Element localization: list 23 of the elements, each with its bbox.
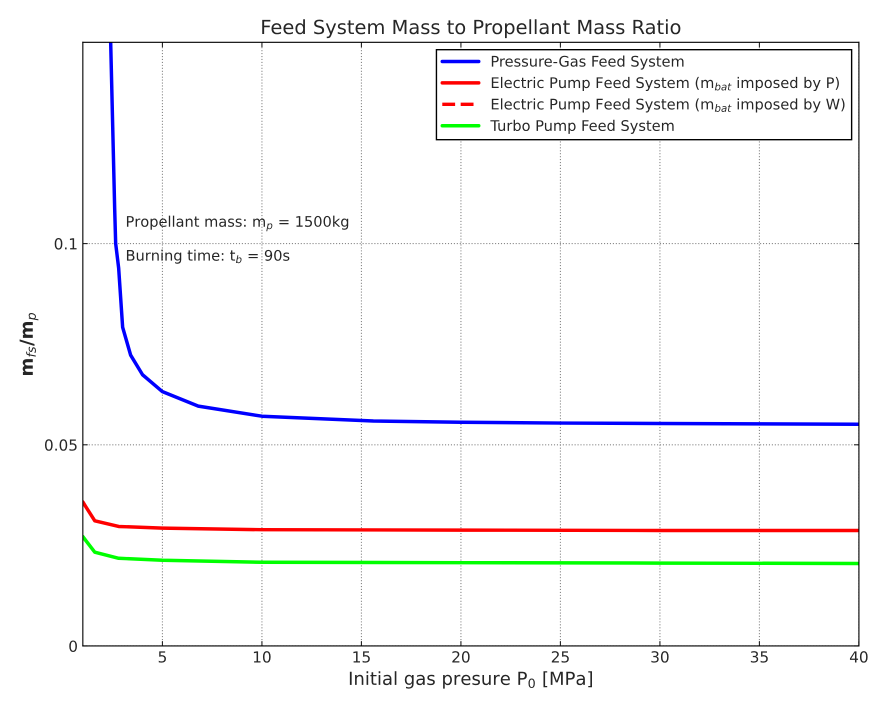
legend-label: Electric Pump Feed System (m$_{bat}$ imposed by P) [492, 76, 839, 92]
x-tick-label: 20 [452, 651, 470, 663]
annotation: Burning time: t$_{b}$ = 90s [126, 250, 290, 264]
x-tick-label: 5 [158, 651, 166, 663]
annotation: Propellant mass: m$_{p}$ = 1500kg [126, 216, 348, 232]
x-tick-label: 15 [353, 651, 370, 663]
y-tick-label: 0.05 [44, 439, 77, 451]
legend-label: Pressure-Gas Feed System [492, 55, 684, 70]
line-series [82, 534, 859, 566]
legend-label: Electric Pump Feed System (m$_{bat}$ imposed by W) [492, 98, 845, 112]
line-series [108, 42, 859, 426]
x-tick-label: 10 [254, 651, 271, 663]
y-axis-title: m$_{fs}$/m$_{p}$ [20, 312, 38, 375]
x-tick-label: 40 [850, 651, 868, 663]
x-tick-label: 25 [552, 651, 569, 663]
x-axis-title: Initial gas presure P$_{0}$ [MPa] [350, 671, 592, 689]
x-tick-label: 35 [750, 651, 768, 663]
y-tick-label: 0 [69, 640, 77, 652]
legend-label: Turbo Pump Feed System [490, 120, 674, 134]
line-series [82, 500, 859, 532]
y-tick-label: 0.1 [54, 238, 77, 250]
chart-title: Feed System Mass to Propellant Mass Ratio [262, 19, 680, 38]
x-tick-label: 30 [651, 651, 669, 663]
